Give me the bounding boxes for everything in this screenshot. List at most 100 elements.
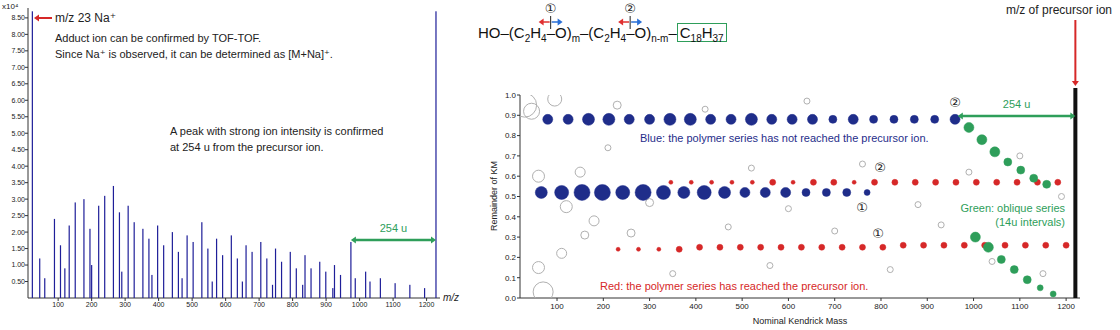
bubble (533, 262, 545, 274)
bubble (533, 170, 545, 182)
bubble (670, 271, 676, 277)
bubble (616, 185, 630, 199)
formula-part: H (610, 24, 621, 41)
peak (178, 252, 179, 298)
span-arrow (962, 115, 1072, 118)
bubble (804, 98, 810, 104)
formula-part: –O) (626, 24, 651, 41)
peak (98, 206, 99, 298)
formula-part: –(C (580, 24, 604, 41)
annotation: Since Na⁺ is observed, it can be determi… (55, 48, 333, 60)
figure: 1002003004005006007008009001000110012000… (0, 0, 1120, 330)
chart-0: 1002003004005006007008009001000110012000… (2, 2, 459, 308)
peak (151, 275, 152, 298)
bubble (912, 179, 918, 185)
peak (193, 242, 194, 298)
peak (134, 222, 135, 298)
bubble (843, 188, 851, 196)
y-tick-label: 0.7 (505, 152, 517, 161)
bubble (730, 180, 734, 184)
bubble (997, 255, 1005, 263)
x-tick-label: 300 (643, 302, 657, 311)
peak (395, 283, 396, 298)
annotation: ② (949, 95, 961, 110)
formula-part: – (668, 24, 676, 41)
x-tick-label: 600 (220, 301, 232, 308)
formula-part: 4 (541, 33, 547, 44)
bubble (605, 145, 611, 151)
y-axis-title: Remainder of KM (489, 161, 499, 231)
x-tick-label: 1100 (1011, 302, 1029, 311)
x-tick-label: 1000 (352, 301, 368, 308)
precursor-arrow (1074, 20, 1076, 81)
bubble (822, 188, 830, 196)
bubble (1063, 242, 1069, 248)
bubble (770, 179, 776, 185)
bubble (758, 244, 764, 250)
bubble (787, 114, 797, 124)
peak (60, 245, 61, 298)
x-tick-label: 500 (186, 301, 198, 308)
peak (332, 288, 333, 298)
bubble (970, 232, 980, 242)
peak (104, 196, 105, 298)
peak (281, 262, 282, 298)
bubble (880, 244, 886, 250)
y-tick (25, 199, 28, 200)
bubble (557, 248, 567, 258)
peak (142, 229, 143, 298)
end-group-part: C (680, 24, 691, 41)
bubble (689, 180, 693, 184)
span-arrow (355, 239, 432, 242)
x-tick (695, 298, 696, 301)
end-group-part: 18 (691, 33, 702, 44)
bubble (953, 179, 959, 185)
span-arrow-head (1070, 113, 1075, 120)
bubble (616, 247, 620, 251)
x-tick (1066, 298, 1067, 301)
bubble (760, 187, 770, 197)
bubble (1017, 153, 1023, 159)
bubble (859, 244, 865, 250)
x-tick-label: 100 (52, 301, 64, 308)
bubble (1017, 166, 1025, 174)
y-tick-label: 0.5 (505, 192, 517, 201)
plot-marks (32, 11, 437, 298)
y-tick (25, 215, 28, 216)
x-tick-label: 700 (828, 302, 842, 311)
peak (272, 285, 273, 298)
bubble (802, 188, 810, 196)
bubble (921, 242, 927, 248)
peak (113, 186, 114, 298)
y-tick-label: 0.50 (11, 278, 25, 285)
x-tick (927, 298, 928, 301)
bubble (575, 167, 585, 177)
bond-mark: ② (624, 1, 636, 16)
annotation: Adduct ion can be confirmed by TOF-TOF. (55, 32, 261, 44)
x-axis-title: Nominal Kendrick Mass (753, 316, 848, 326)
bubble (740, 187, 750, 197)
peak (83, 199, 84, 298)
y-tick (25, 34, 28, 35)
bubble (892, 179, 898, 185)
x-tick-label: 500 (735, 302, 749, 311)
x-tick-label: 800 (874, 302, 888, 311)
y-tick-label: 0.8 (505, 131, 517, 140)
y-tick-label: 1.50 (11, 245, 25, 252)
bubble (706, 114, 716, 124)
bubble (990, 147, 1000, 157)
span-arrow-head (431, 237, 436, 244)
formula: HO–(C2H4–O)m–(C2H4–O)n-m–C18H37 (478, 24, 727, 44)
bubble (697, 244, 703, 250)
y-tick (25, 17, 28, 18)
bubble (594, 184, 610, 200)
annotation: Green: oblique series (960, 202, 1065, 214)
annotation: at 254 u from the precursor ion. (170, 141, 323, 153)
bubble (989, 258, 995, 264)
x-tick-label: 200 (597, 302, 611, 311)
bubble (890, 115, 898, 123)
formula-part: m (572, 33, 580, 44)
y-tick (25, 265, 28, 266)
bubble (635, 184, 651, 200)
peak (296, 268, 297, 298)
